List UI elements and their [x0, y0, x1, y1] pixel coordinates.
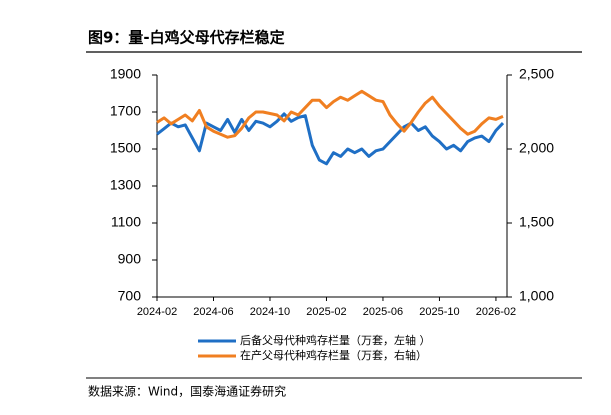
y-tick-label: 1100 — [111, 214, 141, 230]
x-tick-label: 2024-06 — [193, 306, 233, 318]
x-tick-label: 2024-10 — [250, 306, 290, 318]
legend-label: 后备父母代种鸡存栏量（万套，左轴 ） — [240, 333, 431, 347]
x-tick-label: 2024-02 — [137, 306, 177, 318]
x-tick-label: 2025-02 — [306, 306, 346, 318]
chart-title: 图9：量-白鸡父母代存栏稳定 — [88, 29, 285, 47]
x-tick-label: 2025-10 — [419, 306, 459, 318]
y-tick-label: 1700 — [110, 103, 141, 119]
source: 数据来源：Wind，国泰海通证券研究 — [88, 384, 286, 399]
y-tick-label: 900 — [118, 251, 142, 267]
y2-tick-label: 1,500 — [519, 214, 554, 230]
y2-tick-label: 2,000 — [519, 140, 554, 156]
y-tick-label: 700 — [118, 288, 142, 304]
y2-tick-label: 2,500 — [519, 66, 554, 82]
x-tick-label: 2025-06 — [363, 306, 403, 318]
x-tick-label: 2026-02 — [476, 306, 516, 318]
legend-label: 在产父母代种鸡存栏量（万套，右轴） — [240, 348, 427, 362]
y2-tick-label: 1,000 — [519, 288, 554, 304]
y-tick-label: 1500 — [110, 140, 141, 156]
series-line — [156, 89, 504, 139]
y-tick-label: 1900 — [110, 66, 141, 82]
series-line — [156, 112, 505, 166]
y-tick-label: 1300 — [110, 177, 141, 193]
